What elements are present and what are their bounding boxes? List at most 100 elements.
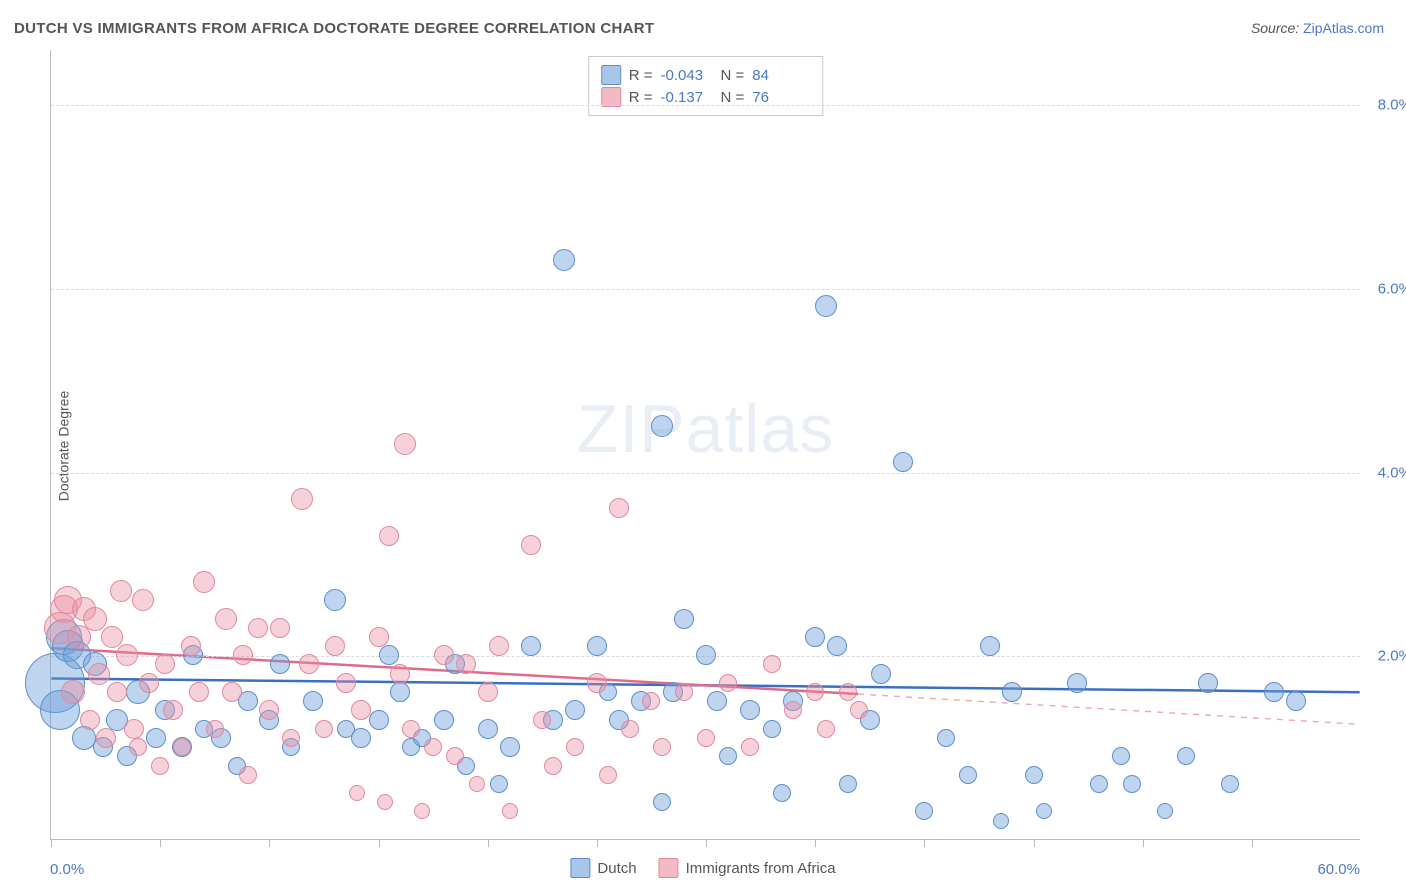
xtick — [51, 839, 52, 847]
data-point — [696, 645, 716, 665]
data-point — [651, 415, 673, 437]
data-point — [566, 738, 584, 756]
data-point — [107, 682, 127, 702]
trend-lines — [51, 50, 1360, 839]
ytick-label: 2.0% — [1378, 648, 1406, 665]
data-point — [248, 618, 268, 638]
data-point — [784, 701, 802, 719]
xtick — [597, 839, 598, 847]
stat-r-label: R = — [629, 67, 653, 84]
data-point — [827, 636, 847, 656]
data-point — [72, 726, 96, 750]
data-point — [189, 682, 209, 702]
data-point — [434, 710, 454, 730]
data-point — [553, 249, 575, 271]
data-point — [394, 433, 416, 455]
data-point — [151, 757, 169, 775]
data-point — [533, 711, 551, 729]
data-point — [502, 803, 518, 819]
data-point — [336, 673, 356, 693]
data-point — [206, 720, 224, 738]
data-point — [1025, 766, 1043, 784]
data-point — [500, 737, 520, 757]
xtick — [269, 839, 270, 847]
data-point — [163, 700, 183, 720]
x-axis-max-label: 60.0% — [1317, 861, 1360, 878]
data-point — [763, 720, 781, 738]
data-point — [642, 692, 660, 710]
data-point — [478, 719, 498, 739]
data-point — [817, 720, 835, 738]
data-point — [124, 719, 144, 739]
data-point — [351, 728, 371, 748]
swatch-pink-icon — [601, 87, 621, 107]
source-link[interactable]: ZipAtlas.com — [1303, 20, 1384, 36]
xtick — [706, 839, 707, 847]
data-point — [414, 803, 430, 819]
data-point — [653, 738, 671, 756]
data-point — [1264, 682, 1284, 702]
data-point — [741, 738, 759, 756]
data-point — [490, 775, 508, 793]
data-point — [83, 607, 107, 631]
data-point — [424, 738, 442, 756]
watermark: ZIPatlas — [577, 390, 834, 468]
data-point — [270, 654, 290, 674]
data-point — [239, 766, 257, 784]
data-point — [815, 295, 837, 317]
data-point — [839, 683, 857, 701]
legend-swatch-blue-icon — [570, 858, 590, 878]
data-point — [915, 802, 933, 820]
data-point — [675, 683, 693, 701]
data-point — [233, 645, 253, 665]
legend: Dutch Immigrants from Africa — [570, 858, 835, 878]
data-point — [325, 636, 345, 656]
data-point — [653, 793, 671, 811]
x-axis-min-label: 0.0% — [50, 861, 84, 878]
stats-box: R = -0.043 N = 84 R = -0.137 N = 76 — [588, 56, 824, 116]
data-point — [155, 654, 175, 674]
stat-r-dutch: -0.043 — [661, 67, 713, 84]
data-point — [291, 488, 313, 510]
data-point — [1286, 691, 1306, 711]
xtick — [1034, 839, 1035, 847]
data-point — [1157, 803, 1173, 819]
stat-n-africa: 76 — [752, 89, 804, 106]
data-point — [980, 636, 1000, 656]
data-point — [609, 498, 629, 518]
data-point — [719, 674, 737, 692]
data-point — [390, 664, 410, 684]
data-point — [303, 691, 323, 711]
data-point — [587, 636, 607, 656]
data-point — [80, 710, 100, 730]
data-point — [871, 664, 891, 684]
data-point — [101, 626, 123, 648]
data-point — [1177, 747, 1195, 765]
data-point — [478, 682, 498, 702]
data-point — [193, 571, 215, 593]
stats-row-dutch: R = -0.043 N = 84 — [601, 65, 805, 85]
data-point — [390, 682, 410, 702]
stat-r-africa: -0.137 — [661, 89, 713, 106]
data-point — [1198, 673, 1218, 693]
data-point — [544, 757, 562, 775]
stat-n-dutch: 84 — [752, 67, 804, 84]
data-point — [173, 738, 191, 756]
data-point — [697, 729, 715, 747]
data-point — [446, 747, 464, 765]
data-point — [181, 636, 201, 656]
legend-label-africa: Immigrants from Africa — [686, 860, 836, 877]
data-point — [1123, 775, 1141, 793]
source-attribution: Source: ZipAtlas.com — [1251, 20, 1384, 36]
data-point — [299, 654, 319, 674]
gridline — [51, 105, 1360, 106]
data-point — [719, 747, 737, 765]
xtick — [924, 839, 925, 847]
data-point — [369, 627, 389, 647]
data-point — [707, 691, 727, 711]
xtick — [160, 839, 161, 847]
data-point — [222, 682, 242, 702]
data-point — [61, 680, 85, 704]
data-point — [469, 776, 485, 792]
xtick — [1252, 839, 1253, 847]
